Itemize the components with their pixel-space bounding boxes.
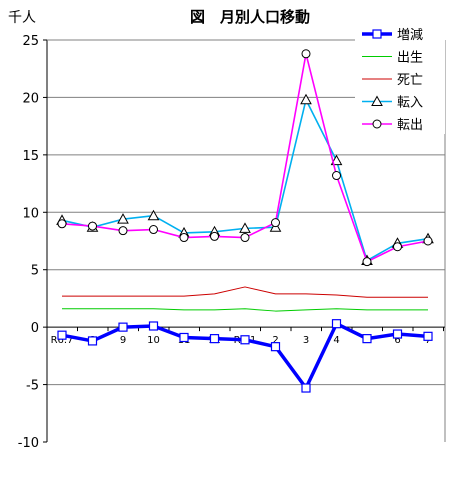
data-point — [179, 233, 189, 243]
x-tick-label: 9 — [120, 335, 126, 346]
data-point — [300, 93, 312, 105]
data-point — [149, 225, 158, 235]
chart-title: 図 月別人口移動 — [190, 8, 310, 26]
data-point — [423, 236, 433, 246]
x-tick-label: R6.7 — [51, 335, 74, 346]
legend-label: 死亡 — [397, 73, 423, 88]
data-point — [271, 218, 280, 228]
data-point — [392, 329, 403, 339]
data-point — [331, 319, 342, 329]
y-tick-label: 15 — [22, 149, 39, 164]
x-tick-label: 10 — [147, 335, 160, 346]
x-tick-label: 6 — [394, 335, 400, 346]
data-point — [239, 222, 251, 233]
data-point — [117, 213, 129, 224]
data-point — [57, 330, 67, 340]
x-tick-label: 3 — [303, 335, 309, 346]
y-tick-label: 5 — [31, 264, 39, 279]
data-point — [393, 242, 402, 252]
series-line-1 — [62, 308, 428, 312]
data-point — [301, 383, 311, 393]
legend-label: 転出 — [397, 118, 423, 133]
legend-marker — [372, 29, 382, 39]
y-tick-label: -10 — [18, 436, 39, 451]
data-point — [270, 342, 281, 352]
data-point — [210, 231, 219, 241]
y-tick-label: 0 — [31, 321, 39, 336]
data-point — [88, 221, 97, 231]
x-tick-label: 4 — [333, 335, 339, 346]
data-point — [362, 257, 372, 267]
data-point — [118, 226, 128, 236]
series-line-2 — [62, 286, 428, 298]
data-point — [148, 321, 159, 331]
legend-marker — [372, 119, 382, 129]
y-tick-label: 10 — [22, 206, 39, 221]
data-point — [209, 334, 220, 344]
data-point — [332, 171, 341, 181]
data-point — [57, 219, 67, 229]
series-line-0 — [61, 321, 429, 390]
y-axis-unit: 千人 — [8, 10, 36, 26]
data-point — [240, 335, 250, 345]
data-point — [240, 233, 250, 243]
legend-label: 出生 — [397, 51, 423, 66]
y-tick-label: 20 — [22, 91, 39, 106]
data-point — [423, 331, 433, 341]
legend-background — [355, 22, 445, 134]
y-tick-label: 25 — [22, 34, 39, 49]
legend-label: 増減 — [397, 27, 423, 43]
data-point — [301, 49, 311, 59]
data-point — [362, 334, 372, 344]
legend-marker — [371, 95, 383, 106]
data-point — [87, 336, 98, 346]
data-point — [147, 209, 160, 221]
legend-label: 転入 — [397, 96, 423, 111]
data-point — [118, 322, 128, 332]
y-tick-label: -5 — [26, 379, 39, 394]
data-point — [179, 332, 189, 343]
x-tick-label: 2 — [272, 335, 278, 346]
